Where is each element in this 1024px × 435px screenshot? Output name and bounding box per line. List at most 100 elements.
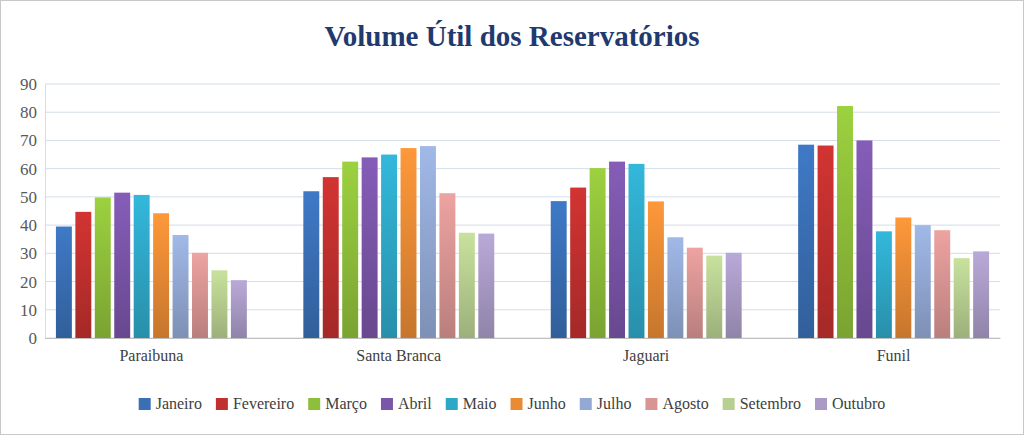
legend-swatch xyxy=(446,398,458,410)
bar xyxy=(362,157,378,338)
x-tick: Paraibuna xyxy=(119,338,183,364)
legend-item: Janeiro xyxy=(139,395,202,412)
bar xyxy=(231,280,247,338)
bar xyxy=(401,148,417,338)
x-tick-label: Santa Branca xyxy=(356,347,441,364)
y-tick: 10 xyxy=(20,301,45,320)
y-tick-label: 80 xyxy=(20,103,37,122)
bar xyxy=(114,193,130,338)
x-tick-label: Funil xyxy=(877,347,911,364)
y-axis-line xyxy=(45,85,46,339)
x-tick: Santa Branca xyxy=(356,338,441,364)
legend-swatch xyxy=(580,398,592,410)
bar xyxy=(856,140,872,338)
x-tick: Funil xyxy=(877,338,911,364)
x-tick-label: Jaguari xyxy=(623,347,670,365)
chart-title: Volume Útil dos Reservatórios xyxy=(324,20,699,52)
legend-item: Agosto xyxy=(645,395,708,413)
y-tick-label: 10 xyxy=(20,301,37,320)
legend-swatch xyxy=(381,398,393,410)
legend-item: Setembro xyxy=(723,395,801,412)
legend-label: Julho xyxy=(597,395,632,412)
bar xyxy=(134,195,150,338)
y-tick-label: 70 xyxy=(20,131,37,150)
bar xyxy=(667,237,683,338)
legend-label: Fevereiro xyxy=(233,395,294,412)
chart-border xyxy=(1,1,1024,435)
grid-line xyxy=(45,112,1000,113)
legend-label: Outubro xyxy=(832,395,885,412)
bar xyxy=(973,251,989,338)
bar-group xyxy=(798,106,989,338)
bar xyxy=(75,212,91,338)
y-tick: 20 xyxy=(20,272,45,291)
bar-group xyxy=(551,162,742,338)
x-tick: Jaguari xyxy=(623,338,670,365)
grid-line xyxy=(45,84,1000,85)
y-tick: 60 xyxy=(20,160,45,179)
y-axis: 0 10 20 30 40 50 60 70 80 90 xyxy=(20,75,46,348)
bar xyxy=(837,106,853,338)
legend-label: Junho xyxy=(528,395,566,412)
bar xyxy=(648,201,664,338)
bar xyxy=(459,233,475,338)
bar xyxy=(95,197,111,338)
bar-group xyxy=(303,146,494,338)
bar xyxy=(706,256,722,338)
bar xyxy=(153,213,169,338)
bar xyxy=(303,191,319,338)
bar xyxy=(342,162,358,338)
legend-label: Janeiro xyxy=(156,395,202,412)
bar xyxy=(726,253,742,338)
legend-label: Agosto xyxy=(662,395,708,413)
legend-item: Junho xyxy=(511,395,566,412)
bar xyxy=(420,146,436,338)
legend-label: Setembro xyxy=(740,395,801,412)
y-tick: 0 xyxy=(29,329,46,348)
plot-area: 0 10 20 30 40 50 60 70 80 90 Paraibuna Santa Branca… xyxy=(20,75,1001,365)
legend-swatch xyxy=(815,398,827,410)
legend-swatch xyxy=(216,398,228,410)
bar xyxy=(551,201,567,338)
bar xyxy=(609,162,625,338)
legend-swatch xyxy=(511,398,523,410)
legend-swatch xyxy=(645,398,657,410)
y-tick: 40 xyxy=(20,216,45,235)
legend-label: Maio xyxy=(463,395,497,412)
legend-swatch xyxy=(723,398,735,410)
legend-item: Abril xyxy=(381,395,432,412)
bar xyxy=(590,168,606,338)
bar xyxy=(629,164,645,338)
y-tick-label: 30 xyxy=(20,244,37,263)
bar xyxy=(895,217,911,338)
grid xyxy=(45,84,1000,338)
bar xyxy=(876,231,892,338)
bar xyxy=(56,227,72,338)
y-tick-label: 90 xyxy=(20,75,37,94)
x-axis: Paraibuna Santa Branca Jaguari Funil xyxy=(46,338,1001,365)
bar xyxy=(478,234,494,338)
bars xyxy=(56,106,989,338)
legend-item: Fevereiro xyxy=(216,395,294,412)
y-tick: 90 xyxy=(20,75,45,94)
bar xyxy=(954,258,970,338)
bar xyxy=(818,146,834,338)
bar-group xyxy=(56,193,247,338)
x-axis-line xyxy=(46,338,1001,339)
legend: JaneiroFevereiroMarçoAbrilMaioJunhoJulho… xyxy=(139,395,886,413)
y-tick-label: 20 xyxy=(20,272,37,291)
chart: Volume Útil dos Reservatórios 0 10 20 30 40 50… xyxy=(0,0,1024,435)
bar xyxy=(211,270,227,338)
bar xyxy=(915,225,931,338)
bar xyxy=(173,235,189,338)
legend-swatch xyxy=(308,398,320,410)
y-tick: 50 xyxy=(20,188,45,207)
y-tick-label: 60 xyxy=(20,160,37,179)
y-tick-label: 40 xyxy=(20,216,37,235)
bar xyxy=(570,188,586,338)
bar xyxy=(192,253,208,338)
bar xyxy=(439,193,455,338)
legend-item: Julho xyxy=(580,395,632,412)
y-tick: 80 xyxy=(20,103,45,122)
legend-swatch xyxy=(139,398,151,410)
